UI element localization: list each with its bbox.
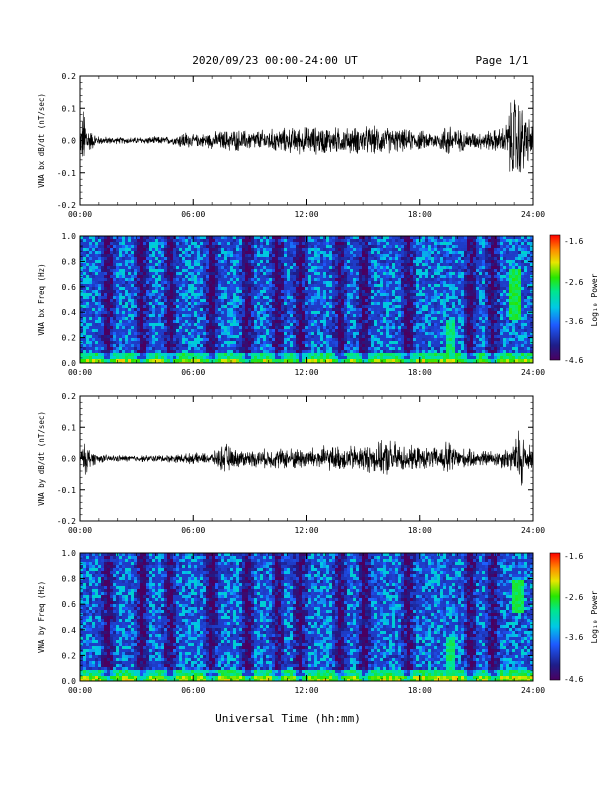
spectrogram-by xyxy=(80,553,533,681)
spectrogram-bx xyxy=(80,236,533,363)
panel-4: 1.0 0.8 0.6 0.4 0.2 0.000:00 06:00 12:00 18:00 24… xyxy=(37,549,545,695)
panel-4-xtick-label: 06:00 xyxy=(181,686,205,695)
colorbar-1-tick-top: -1.6 xyxy=(564,237,583,246)
panel-1-xtick-label: 12:00 xyxy=(294,210,318,219)
panel-2-ytick-label: 1.0 xyxy=(62,232,77,241)
colorbar-2-label: Log₁₀ Power xyxy=(590,590,599,643)
panel-3-ylabel: VNA by dB/dt (nT/sec) xyxy=(37,411,46,506)
panel-2-ytick-label: 0.2 xyxy=(62,334,77,343)
panel-1-ytick-label: 0.1 xyxy=(62,104,77,113)
colorbar-2-tick-2: -2.6 xyxy=(564,593,583,602)
colorbar-2-tick-3: -3.6 xyxy=(564,633,583,642)
x-axis-label: Universal Time (hh:mm) xyxy=(215,712,361,725)
panel-2-xtick-label: 00:00 xyxy=(68,368,92,377)
panel-3-ytick-label: 0.1 xyxy=(62,423,77,432)
panel-2-ytick-label: 0.0 xyxy=(62,359,77,368)
panel-1-ylabel: VNA bx dB/dt (nT/sec) xyxy=(37,93,46,188)
panel-3-ytick-label: 0.2 xyxy=(62,392,77,401)
panel-1-xtick-label: 00:00 xyxy=(68,210,92,219)
panel-4-ytick-label: 0.6 xyxy=(62,600,77,609)
panel-1-ytick-label: 0.2 xyxy=(62,72,77,81)
panel-1-xtick-label: 24:00 xyxy=(521,210,545,219)
panel-2-xtick-label: 18:00 xyxy=(408,368,432,377)
panel-2: 1.0 0.8 0.6 0.4 0.2 0.000:00 06:00 12:00 18:00 24… xyxy=(37,232,545,377)
panel-1-xtick-label: 06:00 xyxy=(181,210,205,219)
panel-2-xtick-label: 24:00 xyxy=(521,368,545,377)
panel-4-ytick-label: 0.4 xyxy=(62,626,77,635)
panel-3-ytick-label: -0.1 xyxy=(57,486,76,495)
panel-1: 0.2 0.1 0.0 -0.1 -0.200:00 06:00 12:00 18:00 24:… xyxy=(37,72,545,219)
panel-3-xtick-label: 12:00 xyxy=(294,526,318,535)
colorbar-2-tick-bottom: -4.6 xyxy=(564,675,583,684)
panel-4-ylabel: VNA by Freq (Hz) xyxy=(37,581,46,653)
colorbar-1-tick-2: -2.6 xyxy=(564,278,583,287)
figure-title: 2020/09/23 00:00-24:00 UT xyxy=(192,54,358,67)
panel-3-ytick-label: 0.0 xyxy=(62,455,77,464)
panel-4-ytick-label: 0.2 xyxy=(62,651,77,660)
panel-1-xtick-label: 18:00 xyxy=(408,210,432,219)
panel-2-ytick-label: 0.8 xyxy=(62,257,77,266)
panel-2-ytick-label: 0.4 xyxy=(62,308,77,317)
panel-4-ytick-label: 0.0 xyxy=(62,677,77,686)
panel-4-xtick-label: 24:00 xyxy=(521,686,545,695)
panel-3: 0.2 0.1 0.0 -0.1 -0.200:00 06:00 12:00 18:00 24:… xyxy=(37,392,545,535)
panel-3-xtick-label: 18:00 xyxy=(408,526,432,535)
panel-4-xtick-label: 00:00 xyxy=(68,686,92,695)
panel-1-ytick-label: 0.0 xyxy=(62,137,77,146)
panel-4-xtick-label: 12:00 xyxy=(294,686,318,695)
panel-3-xtick-label: 24:00 xyxy=(521,526,545,535)
panel-2-ytick-label: 0.6 xyxy=(62,283,77,292)
page-indicator: Page 1/1 xyxy=(476,54,529,67)
panel-1-ytick-label: -0.1 xyxy=(57,169,76,178)
panel-2-ylabel: VNA bx Freq (Hz) xyxy=(37,263,46,335)
waveform-by xyxy=(79,430,534,486)
panel-4-ytick-label: 1.0 xyxy=(62,549,77,558)
panel-4-ytick-label: 0.8 xyxy=(62,575,77,584)
panel-4-xtick-label: 18:00 xyxy=(408,686,432,695)
waveform-bx xyxy=(79,99,534,173)
colorbar-2-tick-top: -1.6 xyxy=(564,552,583,561)
colorbar-1-label: Log₁₀ Power xyxy=(590,273,599,326)
colorbar-1: -1.6 -2.6 -3.6 -4.6 Log₁₀ Power xyxy=(549,234,599,365)
panel-3-xtick-label: 06:00 xyxy=(181,526,205,535)
colorbar-1-tick-bottom: -4.6 xyxy=(564,356,583,365)
panel-2-xtick-label: 06:00 xyxy=(181,368,205,377)
panel-2-xtick-label: 12:00 xyxy=(294,368,318,377)
panel-3-ytick-label: -0.2 xyxy=(57,517,76,526)
colorbar-2: -1.6 -2.6 -3.6 -4.6 Log₁₀ Power xyxy=(549,552,599,684)
colorbar-1-tick-3: -3.6 xyxy=(564,317,583,326)
panel-3-xtick-label: 00:00 xyxy=(68,526,92,535)
panel-1-ytick-label: -0.2 xyxy=(57,201,76,210)
